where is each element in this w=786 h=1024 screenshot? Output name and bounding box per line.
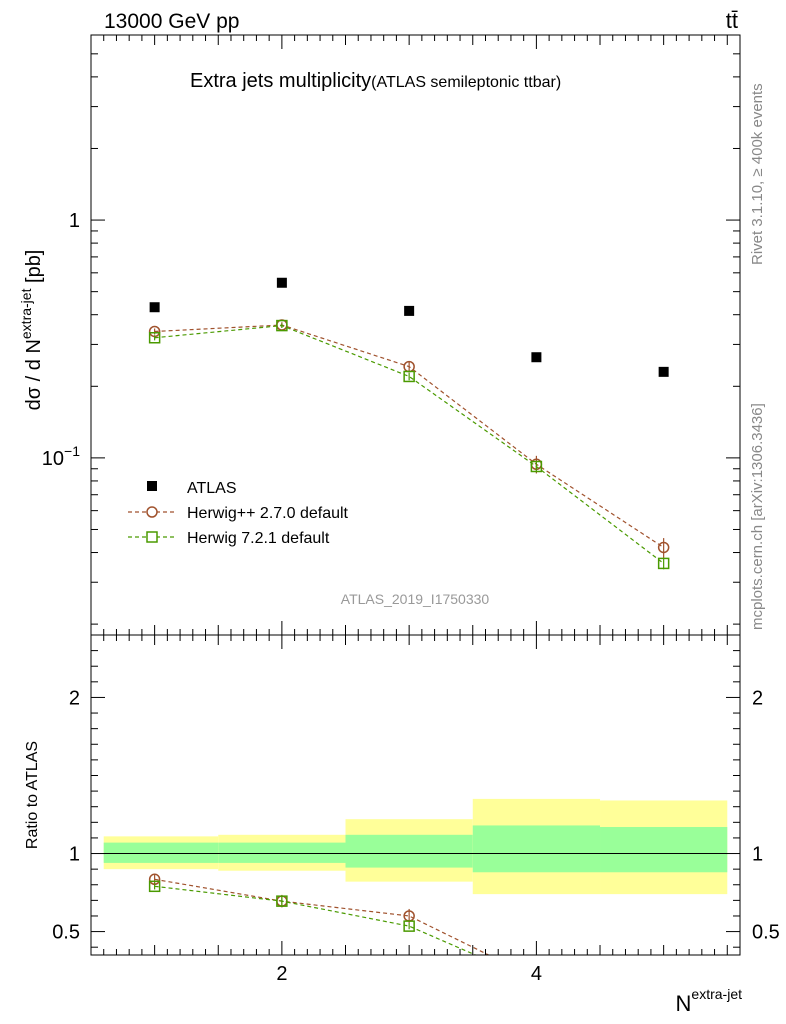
y-tick-label-base: 1 [69, 210, 80, 232]
y-axis-label-sup: extra-jet [18, 288, 34, 339]
ratio-bands [103, 798, 728, 895]
ratio-point-herwig7 [659, 983, 669, 993]
ratio-series-line [154, 878, 491, 955]
main-panel: 1 10−1 Extra jets multiplicity(ATLAS semi… [18, 34, 741, 636]
data-point-atlas [658, 366, 669, 377]
y-axis-label-unit: [pb] [23, 250, 45, 289]
energy-label: 13000 GeV pp [104, 10, 239, 33]
legend-marker-herwigpp [146, 506, 158, 518]
series-line [154, 324, 665, 564]
y-tick-label: 1 [69, 210, 80, 232]
data-point-herwig7 [403, 370, 415, 383]
data-point-herwigpp [657, 541, 670, 554]
ratio-y-label: Ratio to ATLAS [24, 741, 41, 849]
ratio-series [148, 873, 669, 993]
chart-title-sub: (ATLAS semileptonic ttbar) [371, 74, 561, 91]
ratio-y-tick-label-right: 2 [752, 687, 763, 709]
y-tick-label: 10−1 [42, 443, 80, 470]
rivet-label: Rivet 3.1.10, ≥ 400k events [749, 83, 766, 265]
legend-label-atlas: ATLAS [187, 480, 237, 497]
ratio-frame [90, 634, 741, 956]
ratio-point-herwig7 [403, 920, 415, 932]
legend-label-herwig7: Herwig 7.2.1 default [187, 530, 330, 547]
ratio-point-herwig7 [276, 895, 288, 907]
x-axis-label: Nextra-jet [676, 986, 743, 1016]
ratio-y-tick-label-right: 1 [752, 844, 763, 866]
data-point-atlas [149, 302, 160, 313]
x-tick-label: 4 [531, 963, 542, 985]
band-inner [103, 842, 219, 863]
process-label: tt̄ [726, 8, 738, 33]
main-ticks: 1 10−1 [42, 34, 740, 635]
chart-title-main: Extra jets multiplicity [190, 70, 371, 92]
legend-marker-atlas [147, 481, 157, 491]
data-point-herwig7 [148, 331, 161, 344]
data-point-atlas [276, 277, 287, 288]
band-inner [472, 825, 601, 873]
watermark: ATLAS_2019_I1750330 [341, 591, 490, 607]
x-axis-label-sup: extra-jet [691, 986, 742, 1002]
ratio-point-herwigpp [659, 980, 669, 990]
data-point-atlas [404, 305, 415, 316]
ratio-series-line [154, 885, 477, 955]
y-tick-label-exp: −1 [64, 443, 80, 459]
ratio-y-tick-label-left: 2 [69, 687, 80, 709]
legend-marker-herwig7 [146, 531, 158, 543]
legend: ATLAS Herwig++ 2.7.0 default Herwig 7.2.… [128, 480, 349, 547]
y-axis-label-main: dσ / d N [23, 339, 45, 410]
y-axis-label: dσ / d Nextra-jet [pb] [18, 250, 45, 411]
ratio-panel: 2 2 1 1 0.5 0.5 2 4 Ratio to ATLAS Nextra-jet [24, 634, 780, 1016]
ratio-point-herwig7 [148, 880, 161, 893]
chart-title: Extra jets multiplicity(ATLAS semilepton… [190, 70, 561, 92]
data-point-atlas [531, 352, 542, 363]
y-tick-label-base: 10 [42, 448, 64, 470]
band-inner [218, 842, 346, 863]
mcplots-label: mcplots.cern.ch [arXiv:1306.3436] [749, 403, 766, 630]
data-point-herwig7 [657, 557, 670, 570]
data-point-herwig7 [530, 460, 543, 473]
ratio-y-tick-label-left: 0.5 [52, 922, 80, 944]
legend-label-herwigpp: Herwig++ 2.7.0 default [187, 505, 349, 522]
ratio-y-tick-label-right: 0.5 [752, 922, 780, 944]
band-inner [345, 834, 473, 868]
band-inner [600, 827, 728, 873]
x-tick-label: 2 [276, 963, 287, 985]
data-point-herwig7 [276, 319, 288, 332]
ratio-ticks: 2 2 1 1 0.5 0.5 2 4 [52, 635, 780, 985]
ratio-y-tick-label-left: 1 [69, 844, 80, 866]
x-axis-label-main: N [676, 991, 692, 1016]
main-series [148, 277, 670, 570]
